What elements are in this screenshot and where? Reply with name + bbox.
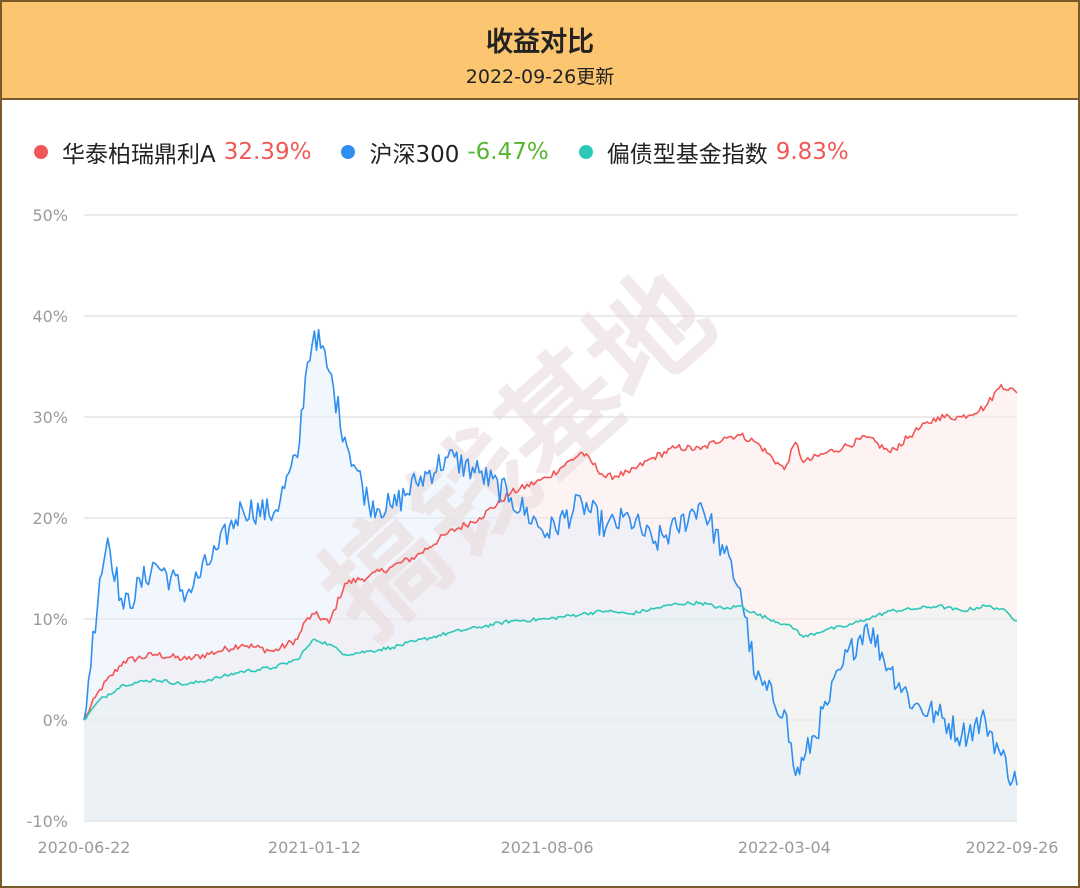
x-tick-label: 2022-03-04 xyxy=(738,838,831,857)
y-tick-label: 0% xyxy=(43,711,68,730)
chart-subtitle: 2022-09-26更新 xyxy=(465,66,615,88)
legend-item-csi300[interactable]: 沪深300 -6.47% xyxy=(341,135,549,169)
legend-name: 偏债型基金指数 xyxy=(606,142,768,168)
y-tick-label: 50% xyxy=(32,206,68,225)
series-area-1 xyxy=(84,329,1017,821)
legend-value: -6.47% xyxy=(467,139,549,165)
x-tick-label: 2022-09-26 xyxy=(966,838,1059,857)
y-tick-label: 20% xyxy=(32,509,68,528)
legend-dot-icon xyxy=(341,145,356,159)
legend-dot-icon xyxy=(578,145,593,159)
legend-item-fund[interactable]: 华泰柏瑞鼎利A 32.39% xyxy=(34,135,311,169)
legend-item-bond-index[interactable]: 偏债型基金指数 9.83% xyxy=(578,135,849,169)
series-line-0 xyxy=(83,383,1018,721)
y-tick-label: 30% xyxy=(32,408,68,427)
chart-header: 收益对比 2022-09-26更新 xyxy=(2,2,1078,100)
y-tick-label: -10% xyxy=(27,812,68,831)
x-tick-label: 2021-01-12 xyxy=(268,838,361,857)
series-area-2 xyxy=(84,601,1017,821)
y-tick-label: 10% xyxy=(32,610,68,629)
legend: 华泰柏瑞鼎利A 32.39% 沪深300 -6.47% 偏债型基金指数 9.83… xyxy=(34,136,879,168)
grid-lines xyxy=(84,214,1017,822)
axis-labels: 50% 40% 30% 20% 10% 0% -10% 2020-06-22 2021-01-1… xyxy=(27,206,1059,857)
series-line-1 xyxy=(83,328,1018,787)
series-lines xyxy=(83,328,1018,787)
chart-title: 收益对比 xyxy=(486,27,594,58)
legend-name: 华泰柏瑞鼎利A xyxy=(62,142,216,168)
series-line-2 xyxy=(83,600,1018,721)
legend-value: 9.83% xyxy=(775,139,849,165)
y-tick-label: 40% xyxy=(32,307,68,326)
x-tick-label: 2020-06-22 xyxy=(38,838,131,857)
x-tick-label: 2021-08-06 xyxy=(501,838,594,857)
legend-value: 32.39% xyxy=(223,139,312,165)
legend-dot-icon xyxy=(34,145,48,159)
legend-name: 沪深300 xyxy=(369,142,460,168)
